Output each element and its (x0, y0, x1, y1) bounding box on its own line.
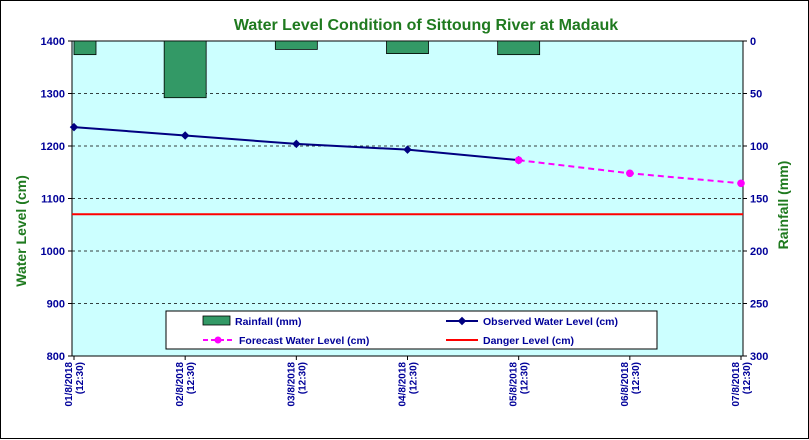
rainfall-bar (274, 40, 318, 50)
y-left-tick-label: 1400 (41, 36, 65, 48)
x-tick-label: 02/8/2018(12:30) (175, 362, 197, 407)
y-right-tick-label: 250 (750, 299, 768, 311)
legend-label-rainfall: Rainfall (mm) (235, 316, 302, 328)
y-left-tick-label: 800 (47, 351, 65, 363)
rainfall-bar (497, 40, 541, 56)
y-right-tick-label: 300 (750, 351, 768, 363)
forecast-point (626, 169, 634, 178)
right-axis: 0 50 100 150 200 250 300 (743, 36, 768, 363)
y-left-tick-label: 1300 (41, 89, 65, 101)
legend: Rainfall (mm) Observed Water Level (cm) … (165, 310, 658, 350)
y-left-tick-label: 1000 (41, 246, 65, 258)
observed-point (180, 131, 190, 140)
observed-point (69, 122, 79, 132)
y-right-tick-label: 150 (750, 194, 768, 206)
rainfall-bars (73, 40, 541, 99)
observed-point (292, 139, 301, 149)
series-markers (69, 122, 745, 188)
forecast-point (514, 156, 523, 164)
legend-marker-forecast (214, 336, 222, 344)
y-right-tick-label: 0 (750, 36, 756, 48)
x-tick-label: 06/8/2018(12:30) (620, 362, 642, 407)
y-left-tick-label: 1100 (41, 194, 65, 206)
chart-title: Water Level Condition of Sittoung River … (234, 17, 618, 34)
gridlines (72, 93, 743, 304)
left-axis: 800 900 1000 1100 1200 1300 1400 (41, 36, 72, 363)
y-right-tick-label: 100 (750, 141, 768, 153)
observed-point (403, 145, 412, 154)
y-left-tick-label: 900 (47, 299, 65, 311)
legend-swatch-rainfall (202, 315, 231, 326)
y-axis-right-title: Rainfall (mm) (775, 161, 791, 250)
rainfall-bar (386, 40, 429, 55)
legend-marker-observed (457, 316, 467, 326)
rainfall-bar (73, 40, 97, 56)
y-right-tick-label: 200 (750, 246, 768, 258)
rainfall-bar (163, 40, 207, 99)
y-left-tick-label: 1200 (41, 141, 65, 153)
legend-label-observed: Observed Water Level (cm) (483, 316, 618, 328)
forecast-point (737, 179, 745, 188)
x-tick-label: 03/8/2018(12:30) (286, 362, 308, 407)
x-tick-label: 04/8/2018(12:30) (398, 362, 420, 407)
legend-label-forecast: Forecast Water Level (cm) (239, 335, 369, 347)
x-axis: 01/8/2018(12:30) 02/8/2018(12:30) 03/8/201… (64, 356, 753, 407)
y-right-tick-label: 50 (750, 89, 762, 101)
x-tick-label: 01/8/2018(12:30) (64, 362, 86, 407)
legend-box (165, 310, 658, 350)
x-tick-label: 05/8/2018(12:30) (509, 362, 531, 407)
y-axis-left-title: Water Level (cm) (13, 175, 29, 287)
legend-label-danger: Danger Level (cm) (483, 335, 574, 347)
x-tick-label: 07/8/2018(12:30) (731, 362, 753, 407)
